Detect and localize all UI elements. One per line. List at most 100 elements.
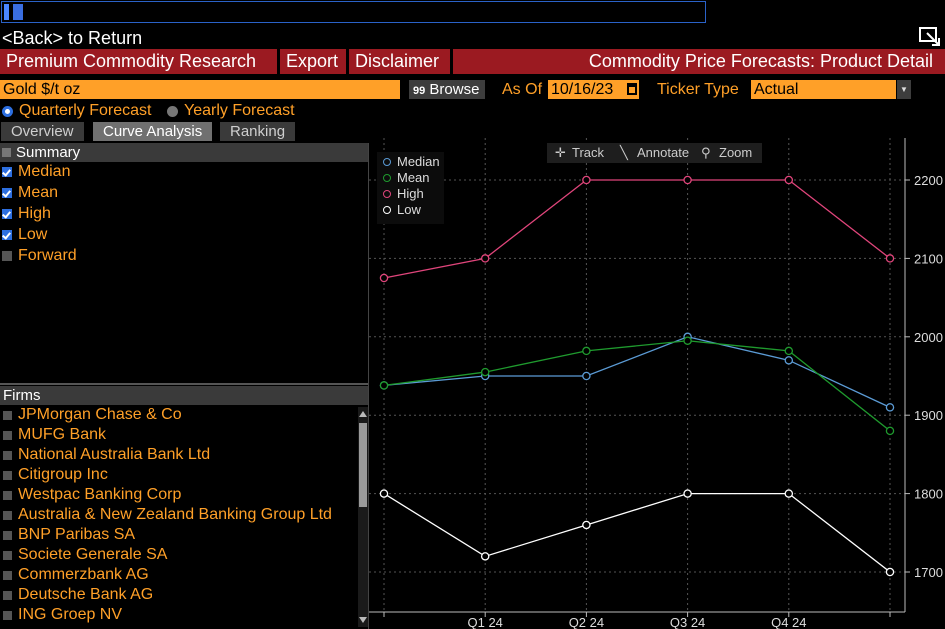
- checkbox-firm[interactable]: [3, 411, 12, 420]
- x-tick-label: Q1 24: [467, 615, 502, 629]
- scroll-thumb[interactable]: [359, 423, 367, 507]
- ticker-type-label: Ticker Type: [657, 81, 739, 98]
- scroll-down-icon[interactable]: [359, 617, 367, 623]
- checkbox-firm[interactable]: [3, 611, 12, 620]
- tab-overview[interactable]: Overview: [1, 122, 84, 141]
- quarterly-forecast-label[interactable]: Quarterly Forecast: [19, 102, 152, 119]
- as-of-date-input[interactable]: 10/16/23: [548, 80, 639, 99]
- ticker-type-select[interactable]: Actual: [751, 80, 896, 99]
- checkbox-firm[interactable]: [3, 571, 12, 580]
- forecast-chart[interactable]: 1700 1800 1900 2000 2100 2200 Q1 24 Q2 24 Q3 24 Q…: [369, 138, 945, 629]
- checkbox-firm[interactable]: [3, 471, 12, 480]
- checkbox-high[interactable]: [2, 209, 12, 219]
- menu-premium-commodity-research[interactable]: Premium Commodity Research: [6, 51, 257, 71]
- calendar-icon[interactable]: [627, 83, 637, 95]
- as-of-date-value: 10/16/23: [551, 81, 614, 98]
- data-point-high: [480, 254, 490, 263]
- tab-curve-analysis[interactable]: Curve Analysis: [93, 122, 213, 141]
- quote-icon: 99: [413, 85, 426, 97]
- checkbox-firm[interactable]: [3, 431, 12, 440]
- menu-separator: [450, 49, 453, 74]
- firm-item[interactable]: JPMorgan Chase & Co: [0, 405, 355, 425]
- firm-item[interactable]: Societe Generale SA: [0, 545, 355, 565]
- security-input[interactable]: Gold $/t oz: [0, 80, 400, 99]
- series-line-median: [383, 336, 891, 408]
- radio-quarterly-forecast[interactable]: [2, 106, 13, 117]
- firm-item[interactable]: MUFG Bank: [0, 425, 355, 445]
- crosshair-icon[interactable]: ✛: [555, 145, 566, 160]
- yearly-forecast-label[interactable]: Yearly Forecast: [184, 102, 295, 119]
- chart-toolbar: ✛ Track ╲ Annotate ⚲ Zoom: [547, 143, 762, 163]
- legend-item-high[interactable]: High: [383, 186, 424, 202]
- summary-item-mean[interactable]: Mean: [0, 183, 200, 203]
- tab-ranking[interactable]: Ranking: [220, 122, 296, 141]
- firm-item[interactable]: Citigroup Inc: [0, 465, 355, 485]
- firm-item[interactable]: National Australia Bank Ltd: [0, 445, 355, 465]
- left-panel: Summary Median Mean High Low Forward Fir…: [0, 143, 368, 629]
- checkbox-mean[interactable]: [2, 188, 12, 198]
- scroll-up-icon[interactable]: [359, 411, 367, 417]
- checkbox-firm[interactable]: [3, 451, 12, 460]
- y-tick-label: 1800: [914, 487, 943, 502]
- radio-yearly-forecast[interactable]: [167, 106, 178, 117]
- zoom-button[interactable]: Zoom: [719, 145, 753, 160]
- checkbox-firm[interactable]: [3, 551, 12, 560]
- x-tick-label: Q4 24: [771, 615, 806, 629]
- data-point-mean: [784, 346, 794, 356]
- pencil-icon[interactable]: ╲: [620, 145, 628, 160]
- summary-item-median[interactable]: Median: [0, 162, 200, 182]
- legend-label: Low: [397, 202, 421, 217]
- firm-item[interactable]: Commerzbank AG: [0, 565, 355, 585]
- firm-item[interactable]: Deutsche Bank AG: [0, 585, 355, 605]
- chevron-down-icon[interactable]: ▼: [897, 80, 911, 99]
- collapse-icon[interactable]: [2, 148, 11, 157]
- data-point-high: [683, 175, 692, 185]
- firm-item[interactable]: ING Groep NV: [0, 605, 355, 625]
- data-point-mean: [683, 336, 692, 345]
- menu-export[interactable]: Export: [286, 51, 339, 71]
- legend-marker: [383, 158, 391, 166]
- summary-item-forward[interactable]: Forward: [0, 246, 200, 266]
- menu-disclaimer[interactable]: Disclaimer: [355, 51, 440, 71]
- magnifier-icon[interactable]: ⚲: [701, 145, 711, 160]
- data-point-mean: [885, 426, 895, 436]
- data-point-low: [379, 489, 389, 498]
- summary-header: Summary: [0, 143, 368, 162]
- panel-divider[interactable]: [0, 383, 368, 385]
- firm-label: Deutsche Bank AG: [18, 586, 154, 603]
- back-to-return-link[interactable]: <Back> to Return: [2, 28, 143, 48]
- checkbox-firm[interactable]: [3, 511, 12, 520]
- data-point-high: [379, 273, 389, 283]
- summary-item-high[interactable]: High: [0, 204, 200, 224]
- firm-label: Citigroup Inc: [18, 466, 108, 483]
- track-button[interactable]: Track: [572, 145, 605, 160]
- resize-icon[interactable]: [919, 27, 943, 49]
- data-point-mean: [379, 381, 389, 390]
- series-line-mean: [383, 340, 891, 432]
- firms-header: Firms: [0, 386, 368, 405]
- legend-item-mean[interactable]: Mean: [383, 170, 430, 186]
- annotate-button[interactable]: Annotate: [637, 145, 690, 160]
- legend-label: Mean: [397, 170, 430, 185]
- checkbox-firm[interactable]: [3, 531, 12, 540]
- firms-scrollbar[interactable]: [358, 407, 368, 627]
- firm-item[interactable]: Australia & New Zealand Banking Group Lt…: [0, 505, 355, 525]
- firm-item[interactable]: Westpac Banking Corp: [0, 485, 355, 505]
- checkbox-median[interactable]: [2, 167, 12, 177]
- browse-button[interactable]: 99 Browse: [409, 80, 485, 99]
- firm-item[interactable]: BNP Paribas SA: [0, 525, 355, 545]
- command-cursor: [13, 4, 23, 20]
- summary-item-label: High: [18, 205, 51, 222]
- legend-item-low[interactable]: Low: [383, 202, 421, 218]
- y-tick-label: 1900: [914, 408, 943, 423]
- legend-item-median[interactable]: Median: [383, 154, 440, 170]
- checkbox-low[interactable]: [2, 230, 12, 240]
- firm-label: MUFG Bank: [18, 426, 107, 443]
- checkbox-forward[interactable]: [2, 251, 12, 261]
- checkbox-firm[interactable]: [3, 591, 12, 600]
- command-caret: [4, 4, 9, 20]
- checkbox-firm[interactable]: [3, 491, 12, 500]
- command-input[interactable]: [1, 1, 706, 23]
- summary-header-label: Summary: [16, 144, 81, 161]
- summary-item-low[interactable]: Low: [0, 225, 200, 245]
